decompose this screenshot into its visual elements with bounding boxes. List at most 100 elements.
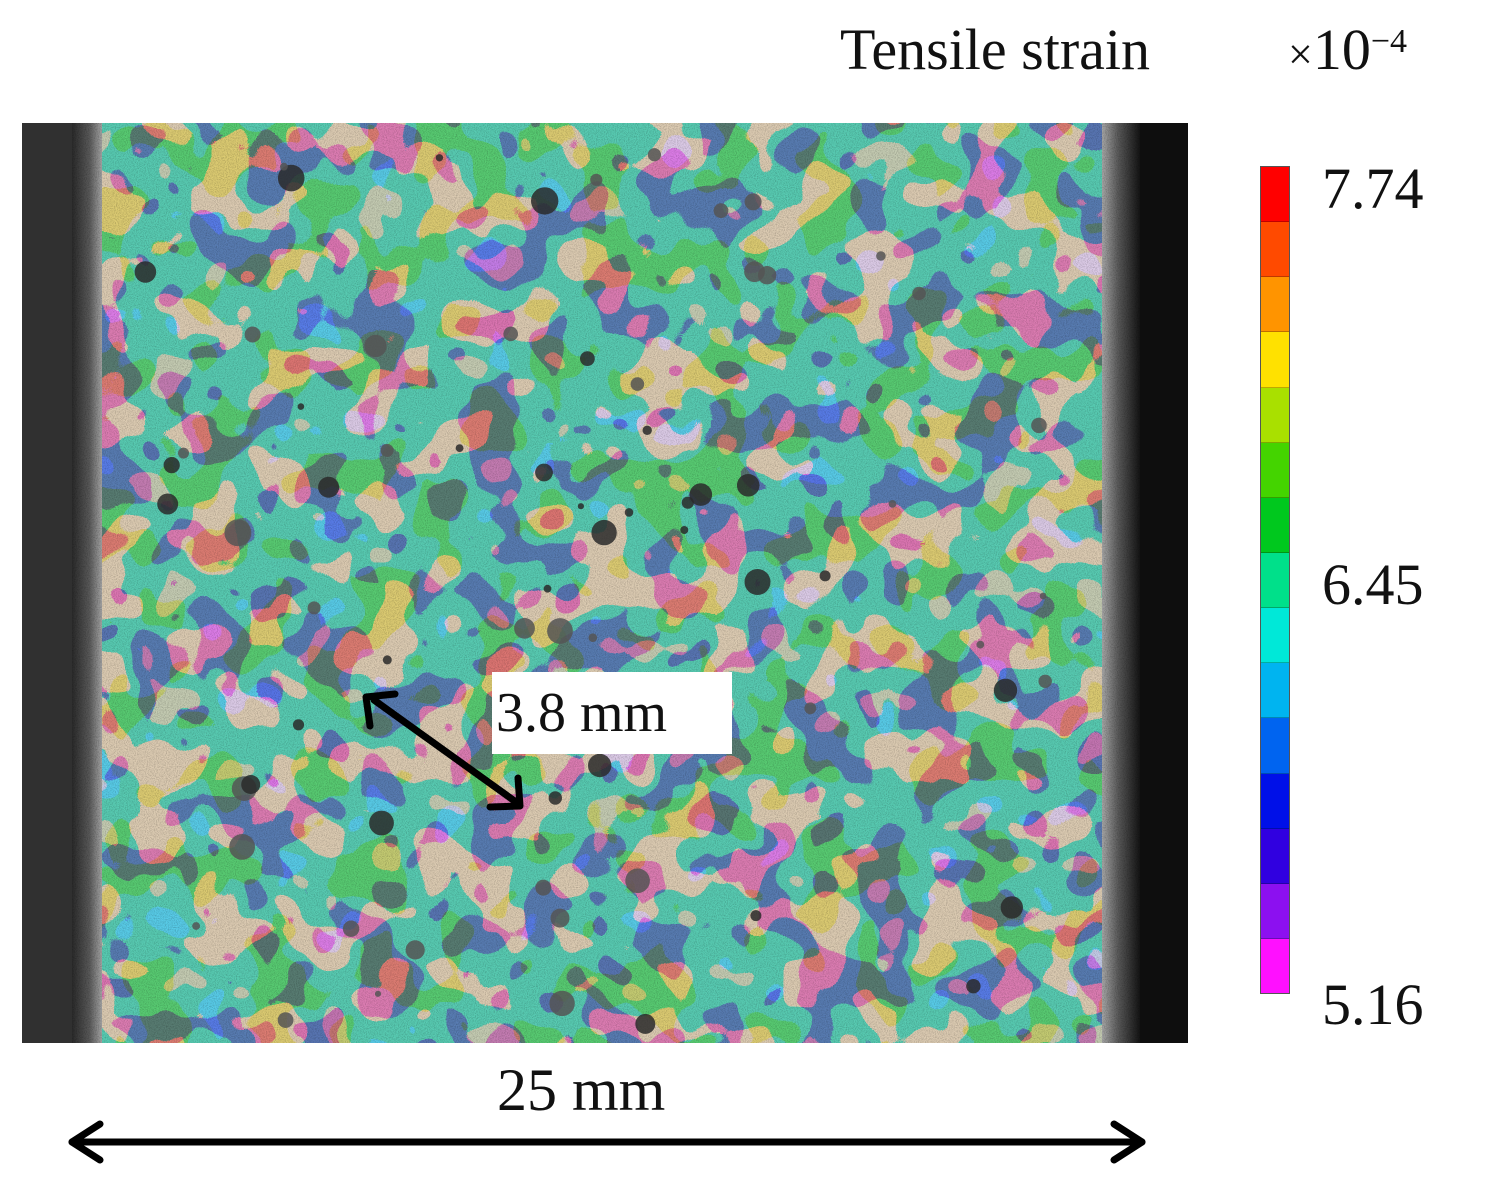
aggregate-particle <box>224 519 252 547</box>
aggregate-particle <box>157 493 179 515</box>
aggregate-particle <box>531 187 559 215</box>
aggregate-particle <box>380 443 394 457</box>
specimen-width-arrow <box>68 1120 1146 1164</box>
colorbar-band <box>1261 442 1289 498</box>
speckle-texture <box>72 123 1140 1043</box>
aggregate-particle <box>244 326 261 343</box>
aggregate-particle <box>549 990 575 1017</box>
aggregate-particles <box>134 148 1052 1034</box>
left-dark-border <box>22 123 72 1043</box>
aggregate-particle <box>277 164 305 192</box>
aggregate-particle <box>543 584 552 593</box>
aggregate-particle <box>591 519 617 546</box>
aggregate-particle <box>364 334 387 358</box>
aggregate-particle <box>547 618 573 644</box>
aggregate-particle <box>318 476 340 498</box>
aggregate-particle <box>642 425 652 435</box>
aggregate-particle <box>178 447 189 459</box>
aggregate-particle <box>229 834 256 860</box>
colorbar-title: Tensile strain <box>840 17 1151 82</box>
aggregate-particle <box>966 979 981 994</box>
aggregate-particle <box>192 922 201 930</box>
feature-size-label: 3.8 mm <box>496 682 668 744</box>
aggregate-particle <box>369 810 394 836</box>
aggregate-particle <box>647 148 662 162</box>
multiplier-exponent: −4 <box>1370 23 1408 60</box>
colorbar <box>1260 166 1290 994</box>
aggregate-particle <box>804 702 817 715</box>
colorbar-band <box>1261 718 1289 774</box>
colorbar-min-label: 5.16 <box>1322 972 1424 1037</box>
aggregate-particle <box>548 791 562 805</box>
aggregate-particle <box>455 444 464 452</box>
strain-field-svg <box>22 123 1188 1043</box>
aggregate-particle <box>535 463 553 482</box>
aggregate-particle <box>736 474 760 497</box>
aggregate-particle <box>744 193 762 211</box>
colorbar-band <box>1261 222 1289 278</box>
aggregate-particle <box>624 508 634 517</box>
aggregate-particle <box>744 569 771 595</box>
aggregate-particle <box>888 500 897 508</box>
colorbar-band <box>1261 828 1289 884</box>
aggregate-particle <box>819 570 831 582</box>
colorbar-band <box>1261 883 1289 939</box>
colorbar-multiplier: ×10−4 <box>1288 14 1407 91</box>
aggregate-particle <box>713 203 729 219</box>
aggregate-particle <box>280 162 288 171</box>
aggregate-particle <box>680 526 689 534</box>
aggregate-particle <box>689 483 713 506</box>
aggregate-particle <box>580 351 595 366</box>
aggregate-particle <box>1039 592 1047 600</box>
aggregate-particle <box>342 920 360 937</box>
specimen-width-label: 25 mm <box>497 1057 666 1123</box>
colorbar-mid-label: 6.45 <box>1322 552 1424 617</box>
aggregate-particle <box>277 1012 294 1028</box>
aggregate-particle <box>163 457 180 474</box>
aggregate-particle <box>1038 674 1052 688</box>
aggregate-particle <box>292 719 305 731</box>
aggregate-particle <box>590 173 603 186</box>
aggregate-particle <box>744 261 765 283</box>
aggregate-particle <box>382 655 392 665</box>
aggregate-particle <box>307 601 321 615</box>
aggregate-particle <box>550 908 570 928</box>
aggregate-particle <box>976 640 985 649</box>
aggregate-particle <box>1000 896 1023 919</box>
aggregate-particle <box>993 678 1018 702</box>
colorbar-max-label: 7.74 <box>1322 156 1424 221</box>
colorbar-band <box>1261 938 1289 994</box>
colorbar-band <box>1261 167 1289 223</box>
colorbar-band <box>1261 552 1289 609</box>
aggregate-particle <box>241 775 261 794</box>
strain-field-image <box>22 123 1188 1043</box>
colorbar-band <box>1261 663 1289 719</box>
aggregate-particle <box>630 377 645 391</box>
multiplier-base: 10 <box>1312 17 1371 82</box>
aggregate-particle <box>535 879 552 896</box>
aggregate-particle <box>577 503 585 510</box>
colorbar-band <box>1261 387 1289 443</box>
aggregate-particle <box>435 154 444 162</box>
aggregate-particle <box>1031 417 1047 434</box>
times-sign: × <box>1288 30 1313 79</box>
aggregate-particle <box>374 990 382 997</box>
aggregate-particle <box>876 251 886 261</box>
aggregate-particle <box>134 261 157 283</box>
aggregate-particle <box>912 286 926 301</box>
aggregate-particle <box>588 753 612 778</box>
colorbar-band <box>1261 332 1289 388</box>
colorbar-band <box>1261 773 1289 829</box>
aggregate-particle <box>405 940 425 960</box>
colorbar-band <box>1261 277 1289 333</box>
aggregate-particle <box>588 633 598 642</box>
aggregate-particle <box>503 326 518 342</box>
colorbar-band <box>1261 497 1289 553</box>
aggregate-particle <box>635 1013 656 1034</box>
aggregate-particle <box>514 617 535 639</box>
colorbar-band <box>1261 608 1289 664</box>
aggregate-particle <box>750 910 762 922</box>
aggregate-particle <box>297 403 305 410</box>
aggregate-particle <box>625 868 650 893</box>
right-dark-border <box>1140 123 1188 1043</box>
